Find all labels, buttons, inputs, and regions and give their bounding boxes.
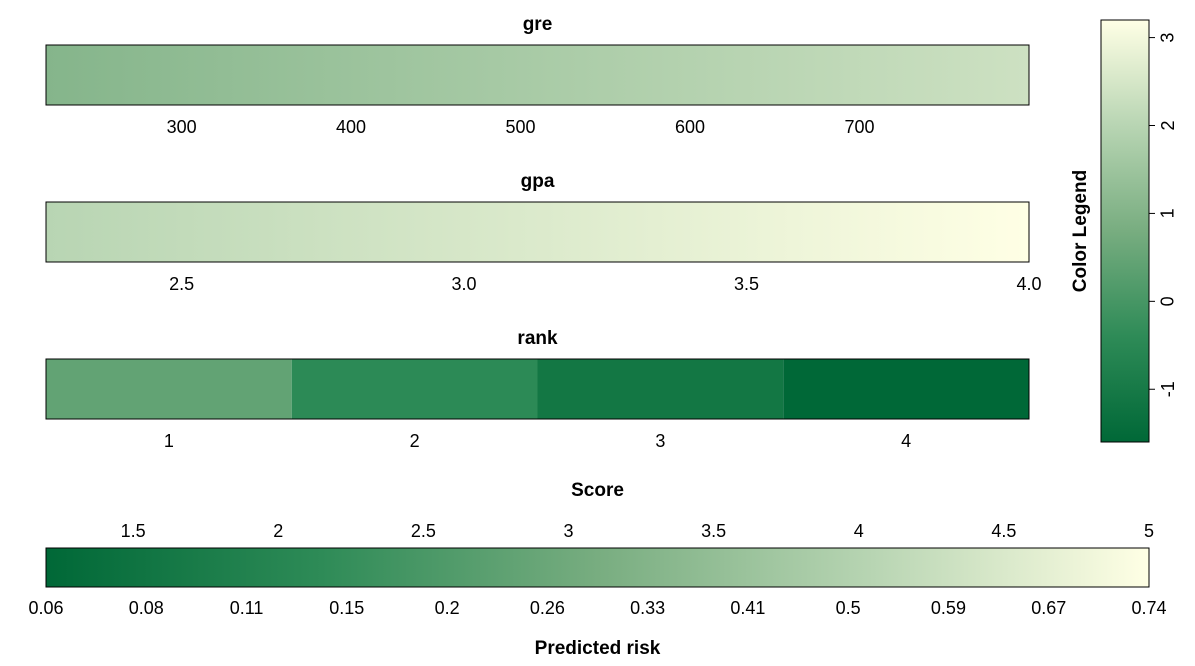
panel-title-gre: gre bbox=[523, 14, 553, 35]
risk-tick-label: 0.67 bbox=[1031, 598, 1066, 618]
score-tick-label: 3.5 bbox=[701, 521, 726, 541]
cell-rank-4 bbox=[783, 359, 1029, 419]
score-tick-label: 2 bbox=[273, 521, 283, 541]
risk-tick-label: 0.33 bbox=[630, 598, 665, 618]
risk-tick-label: 0.06 bbox=[28, 598, 63, 618]
score-axis-title: Score bbox=[571, 480, 624, 501]
color-legend-tick-label: 1 bbox=[1158, 208, 1178, 218]
panel-title-rank: rank bbox=[517, 328, 558, 349]
panel-rank: rank 1 2 3 4 bbox=[45, 328, 1030, 451]
score-tick-label: 2.5 bbox=[411, 521, 436, 541]
score-tick-label: 4 bbox=[854, 521, 864, 541]
score-bar-group: Score 1.5 2 2.5 3 3.5 4 4.5 5 0.06 0.08 0.11 0.15 0.2… bbox=[28, 480, 1166, 659]
tick-label-gpa: 2.5 bbox=[169, 274, 194, 294]
color-legend: -1 0 1 2 3 Color Legend bbox=[1070, 19, 1178, 443]
score-tick-label: 5 bbox=[1144, 521, 1154, 541]
risk-tick-label: 0.11 bbox=[230, 598, 264, 618]
frame-rank bbox=[45, 358, 1030, 420]
color-legend-tick-label: 0 bbox=[1158, 296, 1178, 306]
panel-title-gpa: gpa bbox=[521, 171, 555, 192]
risk-axis-title: Predicted risk bbox=[535, 638, 661, 659]
score-tick-label: 4.5 bbox=[991, 521, 1016, 541]
color-legend-tick-label: -1 bbox=[1158, 381, 1178, 397]
tick-label-rank: 2 bbox=[410, 431, 420, 451]
tick-label-gre: 700 bbox=[844, 117, 874, 137]
risk-tick-label: 0.41 bbox=[730, 598, 765, 618]
color-legend-frame bbox=[1100, 19, 1150, 443]
color-legend-tick-label: 3 bbox=[1158, 33, 1178, 43]
risk-tick-label: 0.15 bbox=[329, 598, 364, 618]
panel-gpa: gpa 2.5 3.0 3.5 4.0 bbox=[45, 171, 1042, 294]
cell-rank-2 bbox=[291, 359, 538, 419]
risk-tick-label: 0.74 bbox=[1131, 598, 1166, 618]
score-tick-label: 3 bbox=[563, 521, 573, 541]
risk-tick-label: 0.5 bbox=[836, 598, 861, 618]
cell-rank-1 bbox=[46, 359, 292, 419]
tick-label-rank: 4 bbox=[901, 431, 911, 451]
bar-gpa bbox=[46, 202, 1029, 262]
tick-label-rank: 3 bbox=[655, 431, 665, 451]
color-legend-bar bbox=[1101, 20, 1149, 442]
cell-rank-3 bbox=[537, 359, 784, 419]
tick-label-gre: 400 bbox=[336, 117, 366, 137]
frame-gre bbox=[45, 44, 1030, 106]
panel-gre: gre 300 400 500 600 700 bbox=[45, 14, 1030, 137]
frame-gpa bbox=[45, 201, 1030, 263]
risk-tick-label: 0.59 bbox=[931, 598, 966, 618]
tick-label-gpa: 3.5 bbox=[734, 274, 759, 294]
score-tick-label: 1.5 bbox=[121, 521, 146, 541]
risk-tick-label: 0.26 bbox=[530, 598, 565, 618]
tick-label-gre: 600 bbox=[675, 117, 705, 137]
panels-layer: gre 300 400 500 600 700 gpa 2.5 3.0 3.5 4.0 rank 1 2 3… bbox=[45, 14, 1042, 451]
color-legend-tick-label: 2 bbox=[1158, 120, 1178, 130]
score-bar-frame bbox=[45, 547, 1150, 588]
score-bar bbox=[46, 548, 1149, 587]
tick-label-gre: 500 bbox=[506, 117, 536, 137]
bar-gre bbox=[46, 45, 1029, 105]
risk-tick-label: 0.2 bbox=[435, 598, 460, 618]
risk-tick-label: 0.08 bbox=[129, 598, 164, 618]
tick-label-gre: 300 bbox=[167, 117, 197, 137]
tick-label-gpa: 3.0 bbox=[452, 274, 477, 294]
tick-label-rank: 1 bbox=[164, 431, 174, 451]
color-legend-title: Color Legend bbox=[1070, 170, 1091, 292]
tick-label-gpa: 4.0 bbox=[1016, 274, 1041, 294]
